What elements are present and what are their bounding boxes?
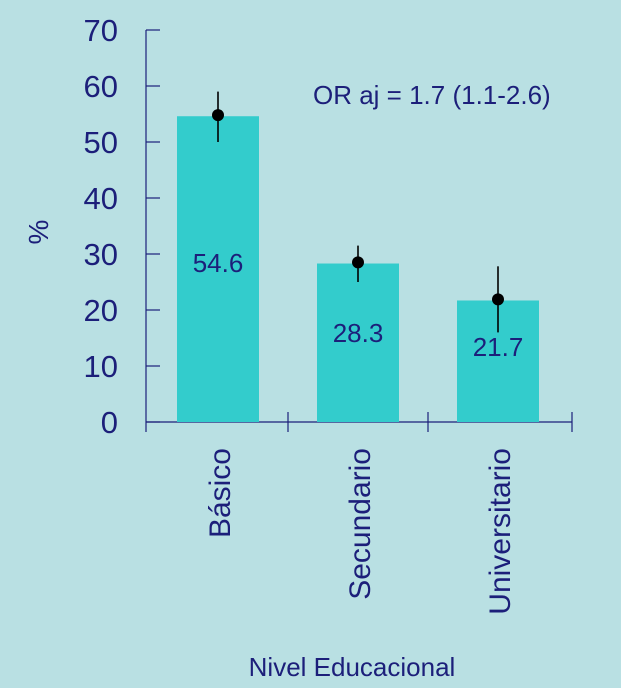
bar-value-label: 54.6 xyxy=(193,248,244,278)
bar-value-label: 28.3 xyxy=(333,318,384,348)
y-tick-label: 70 xyxy=(84,13,118,48)
y-tick-label: 30 xyxy=(84,237,118,272)
y-axis: 0 10 20 30 40 50 60 70 xyxy=(84,13,160,440)
y-tick-label: 0 xyxy=(101,405,118,440)
y-tick-label: 20 xyxy=(84,293,118,328)
x-tick-label: Secundario xyxy=(344,448,377,600)
point-marker xyxy=(352,256,364,269)
error-bars xyxy=(212,91,504,333)
point-marker xyxy=(492,293,504,306)
y-tick-label: 50 xyxy=(84,125,118,160)
bars: 54.6 28.3 21.7 xyxy=(177,116,539,423)
x-tick-label: Universitario xyxy=(484,448,517,615)
y-tick-label: 60 xyxy=(84,69,118,104)
x-axis-label: Nivel Educacional xyxy=(249,652,456,682)
y-tick-label: 10 xyxy=(84,349,118,384)
y-axis-label: % xyxy=(23,220,54,245)
y-tick-label: 40 xyxy=(84,181,118,216)
point-marker xyxy=(212,109,224,122)
x-axis: Básico Secundario Universitario xyxy=(145,412,573,615)
bar xyxy=(177,116,259,423)
chart-annotation: OR aj = 1.7 (1.1-2.6) xyxy=(313,80,551,110)
bar-value-label: 21.7 xyxy=(473,332,524,362)
x-tick-label: Básico xyxy=(204,448,237,538)
bar xyxy=(317,263,399,422)
